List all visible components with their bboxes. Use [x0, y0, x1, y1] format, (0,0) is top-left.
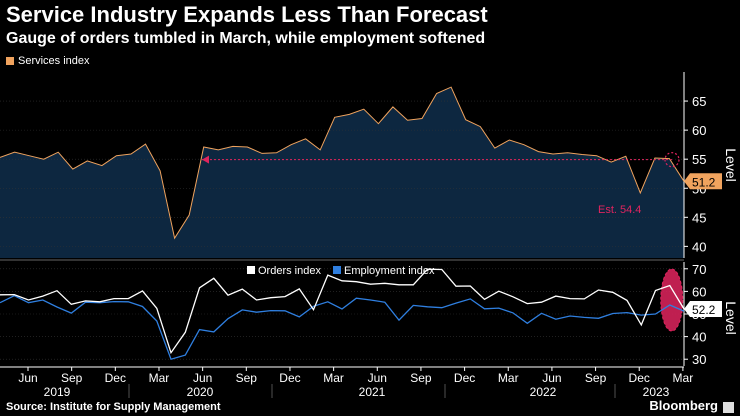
last-value-label-bottom: 52.2 — [692, 303, 716, 317]
legend-swatch-employment — [333, 266, 341, 274]
x-tick-label: Jun — [542, 371, 561, 385]
x-tick-label: Mar — [323, 371, 344, 385]
y-tick-label-bottom: 40 — [692, 330, 706, 345]
legend-label-employment: Employment index — [344, 265, 435, 277]
x-tick-label: Dec — [454, 371, 475, 385]
services-line — [0, 86, 685, 240]
last-value-badge — [684, 173, 722, 190]
x-tick-label: Jun — [368, 371, 387, 385]
legend-swatch-services — [6, 57, 14, 65]
y-tick-label-top: 55 — [692, 152, 706, 167]
legend-services: Services index — [6, 55, 90, 67]
x-year-label: 2022 — [530, 385, 557, 399]
x-tick-label: Sep — [410, 371, 432, 385]
y-axis-title-bottom: Level — [723, 301, 739, 334]
employment-line — [0, 294, 685, 360]
legend-swatch-orders — [247, 266, 255, 274]
source-note: Source: Institute for Supply Management — [6, 401, 221, 413]
y-tick-label-top: 40 — [692, 239, 706, 254]
bloomberg-mark-icon — [723, 402, 734, 413]
bloomberg-logo: Bloomberg — [649, 398, 718, 413]
orders-highlight — [660, 268, 684, 332]
y-tick-label-bottom: 60 — [692, 284, 706, 299]
last-value-label: 51.2 — [692, 175, 716, 189]
y-tick-label-top: 45 — [692, 210, 706, 225]
x-year-label: 2021 — [359, 385, 386, 399]
x-tick-label: Jun — [193, 371, 212, 385]
y-axis-title-top: Level — [723, 148, 739, 181]
y-tick-label-top: 65 — [692, 94, 706, 109]
x-tick-label: Mar — [149, 371, 170, 385]
x-year-label: 2023 — [643, 385, 670, 399]
chart-title: Service Industry Expands Less Than Forec… — [6, 2, 488, 27]
legend-label-orders: Orders index — [258, 265, 321, 277]
x-tick-label: Mar — [673, 371, 694, 385]
chart-subtitle: Gauge of orders tumbled in March, while … — [6, 30, 486, 47]
x-year-label: 2020 — [187, 385, 214, 399]
x-tick-label: Jun — [18, 371, 37, 385]
last-value-badge-bottom — [684, 301, 722, 318]
legend-label-services: Services index — [18, 55, 90, 67]
x-tick-label: Sep — [236, 371, 258, 385]
services-area — [0, 87, 684, 258]
estimate-arrow-icon — [202, 155, 209, 164]
y-tick-label-top: 60 — [692, 123, 706, 138]
x-tick-label: Dec — [279, 371, 300, 385]
x-tick-label: Dec — [105, 371, 126, 385]
x-tick-label: Dec — [629, 371, 650, 385]
y-tick-label-bottom: 70 — [692, 262, 706, 277]
x-tick-label: Sep — [585, 371, 607, 385]
orders-line — [0, 268, 685, 355]
x-tick-label: Sep — [61, 371, 83, 385]
x-tick-label: Mar — [498, 371, 519, 385]
x-year-label: 2019 — [44, 385, 71, 399]
estimate-label: Est. 54.4 — [598, 204, 641, 216]
y-tick-label-bottom: 30 — [692, 352, 706, 367]
estimate-circle — [664, 152, 680, 168]
